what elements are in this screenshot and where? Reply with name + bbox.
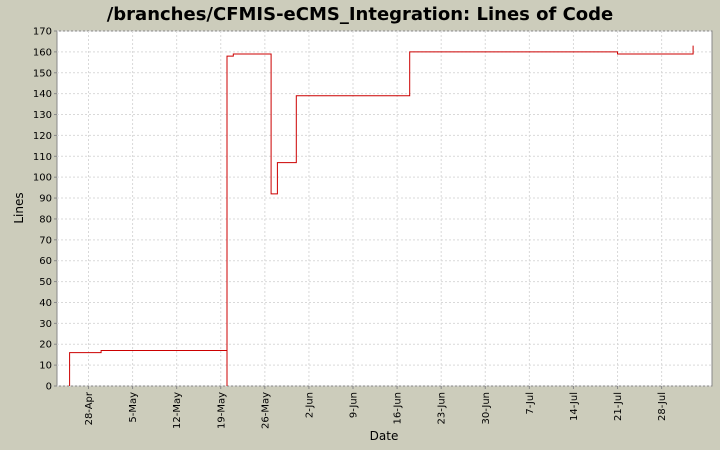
x-tick-label: 30-Jun xyxy=(481,392,492,425)
x-axis-ticks: 28-Apr 5-May 12-May 19-May 26-May 2-Jun 9-Jun 1… xyxy=(84,386,668,429)
y-tick-label: 80 xyxy=(39,214,52,225)
x-tick-label: 12-May xyxy=(172,392,183,429)
y-tick-label: 130 xyxy=(33,110,52,121)
y-tick-label: 170 xyxy=(33,27,52,38)
x-tick-label: 28-Jul xyxy=(657,392,668,421)
y-tick-label: 10 xyxy=(39,361,52,372)
y-tick-label: 30 xyxy=(39,319,52,330)
x-tick-label: 23-Jun xyxy=(437,392,448,425)
y-axis-ticks: 0 10 20 30 40 50 60 70 80 90 100 110 120 130 140 150 160… xyxy=(33,27,57,393)
chart-title: /branches/CFMIS-eCMS_Integration: Lines … xyxy=(107,4,614,25)
y-tick-label: 20 xyxy=(39,340,52,351)
y-tick-label: 70 xyxy=(39,235,52,246)
y-tick-label: 100 xyxy=(33,173,52,184)
y-tick-label: 160 xyxy=(33,47,52,58)
y-tick-label: 40 xyxy=(39,298,52,309)
x-tick-label: 2-Jun xyxy=(304,392,315,418)
x-tick-label: 16-Jun xyxy=(393,392,404,425)
y-tick-label: 90 xyxy=(39,194,52,205)
y-tick-label: 60 xyxy=(39,256,52,267)
x-tick-label: 7-Jul xyxy=(525,392,536,415)
x-tick-label: 28-Apr xyxy=(84,391,95,425)
y-tick-label: 120 xyxy=(33,131,52,142)
series-layer xyxy=(69,45,694,386)
x-axis-label: Date xyxy=(370,429,399,443)
y-tick-label: 140 xyxy=(33,89,52,100)
x-tick-label: 21-Jul xyxy=(613,392,624,421)
x-tick-label: 9-Jun xyxy=(349,392,360,418)
series-line xyxy=(69,45,694,386)
y-tick-label: 50 xyxy=(39,277,52,288)
y-tick-label: 0 xyxy=(46,382,52,393)
x-tick-label: 14-Jul xyxy=(569,392,580,421)
plot-area xyxy=(56,30,713,387)
x-tick-label: 26-May xyxy=(260,392,271,429)
y-tick-label: 110 xyxy=(33,152,52,163)
x-tick-label: 5-May xyxy=(128,392,139,423)
y-tick-label: 150 xyxy=(33,68,52,79)
y-axis-label: Lines xyxy=(12,192,26,223)
x-tick-label: 19-May xyxy=(216,392,227,429)
